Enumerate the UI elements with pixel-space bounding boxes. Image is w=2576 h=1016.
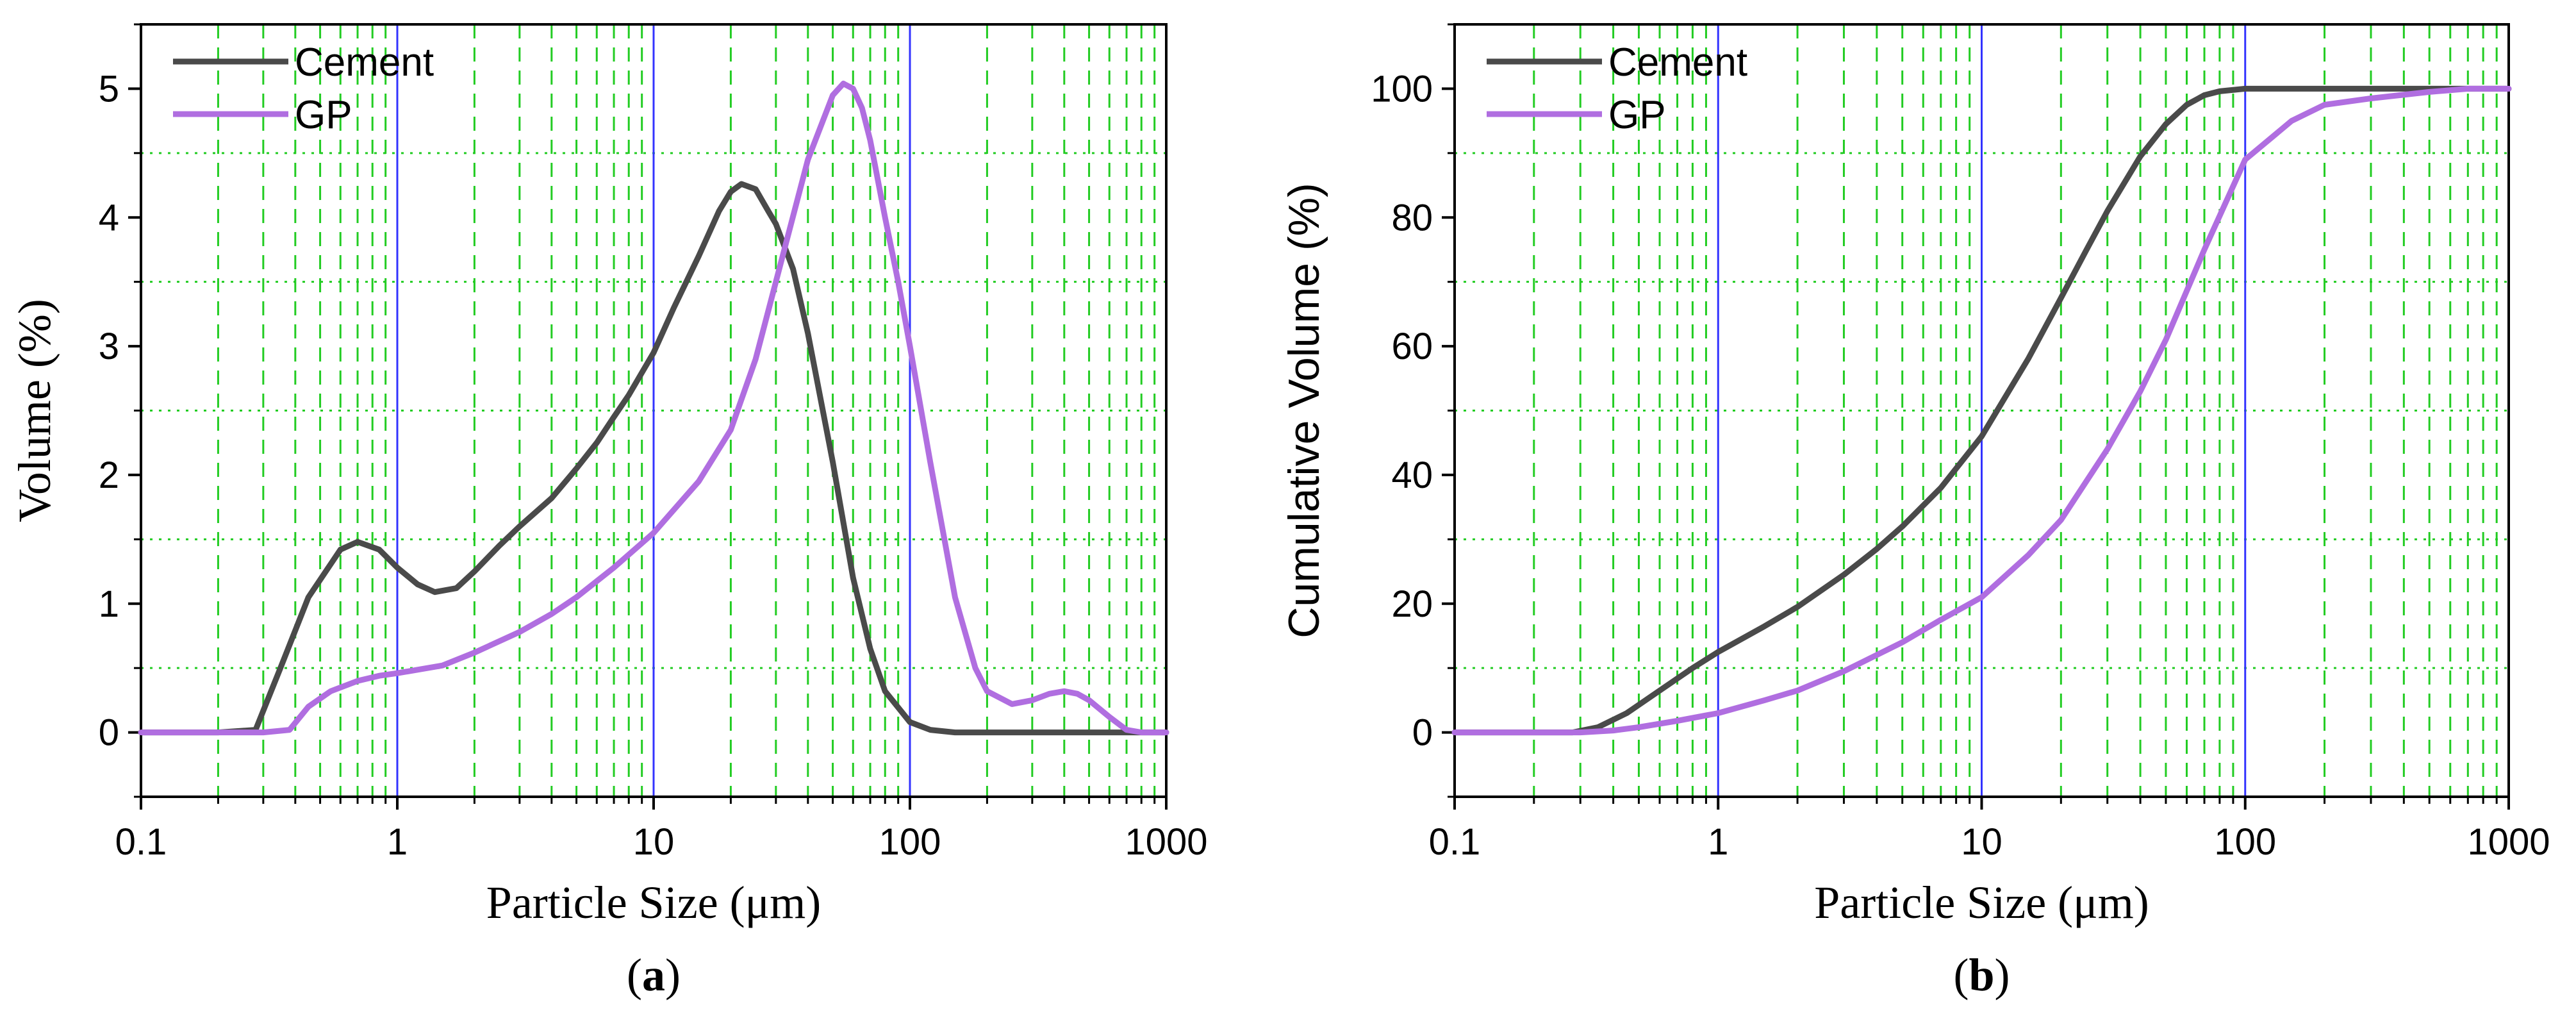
y-tick-label: 5 xyxy=(99,68,119,110)
y-tick-label: 0 xyxy=(1412,712,1433,754)
y-tick-label: 1 xyxy=(99,583,119,625)
y-tick-label: 80 xyxy=(1391,197,1433,238)
x-axis-title: Particle Size (μm) xyxy=(1814,877,2149,928)
x-tick-label: 1000 xyxy=(1125,821,1207,863)
legend-label-cement: Cement xyxy=(1608,40,1747,85)
y-tick-label: 40 xyxy=(1391,454,1433,496)
x-tick-label: 0.1 xyxy=(115,821,167,863)
x-tick-label: 10 xyxy=(633,821,675,863)
legend-label-gp: GP xyxy=(1608,93,1666,137)
x-tick-label: 1000 xyxy=(2467,821,2550,863)
y-axis-title: Cumulative Volume (%) xyxy=(1280,183,1328,638)
x-tick-label: 10 xyxy=(1961,821,2002,863)
y-tick-label: 0 xyxy=(99,712,119,754)
x-tick-label: 0.1 xyxy=(1429,821,1481,863)
y-axis-title: Volume (%) xyxy=(9,299,60,522)
series-line-cement xyxy=(1451,85,2512,736)
x-axis-title: Particle Size (μm) xyxy=(486,877,821,928)
panel-label: (b) xyxy=(1953,949,2010,1001)
y-tick-label: 20 xyxy=(1391,583,1433,625)
x-tick-label: 100 xyxy=(879,821,941,863)
chart-panel-b: 0 20 40 60 80 100 0.1 1 10 100 1000 Cement GP Particl… xyxy=(1280,23,2550,1001)
y-tick-label: 3 xyxy=(99,326,119,367)
panel-label: (a) xyxy=(627,949,681,1001)
y-tick-label: 4 xyxy=(99,197,119,238)
x-tick-label: 100 xyxy=(2214,821,2276,863)
legend-label-gp: GP xyxy=(295,93,352,137)
series-line-gp xyxy=(1451,85,2512,736)
chart-panel-a: 0 1 2 3 4 5 0.1 1 10 100 1000 Cement GP Particle Size… xyxy=(9,23,1208,1001)
y-tick-label: 100 xyxy=(1371,68,1433,110)
x-tick-label: 1 xyxy=(387,821,408,863)
x-tick-label: 1 xyxy=(1708,821,1728,863)
series-line-cement xyxy=(138,181,1169,736)
y-tick-label: 60 xyxy=(1391,326,1433,367)
y-tick-label: 2 xyxy=(99,454,119,496)
legend-label-cement: Cement xyxy=(295,40,434,85)
series-line-gp xyxy=(138,80,1169,736)
